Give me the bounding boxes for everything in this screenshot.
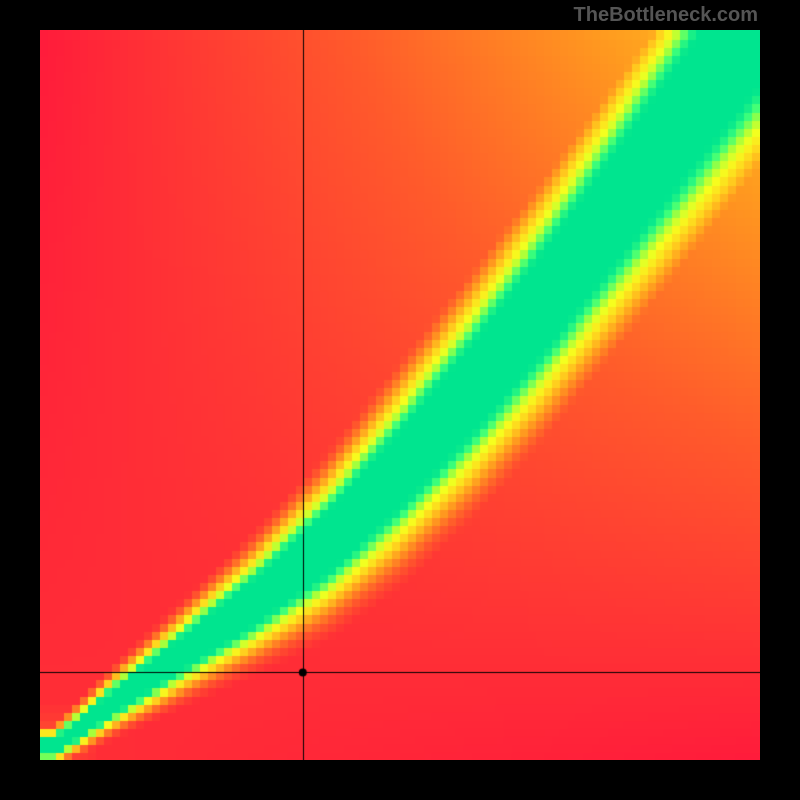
crosshair-overlay: [40, 30, 760, 760]
watermark-text: TheBottleneck.com: [574, 4, 758, 27]
chart-container: TheBottleneck.com: [0, 0, 800, 800]
